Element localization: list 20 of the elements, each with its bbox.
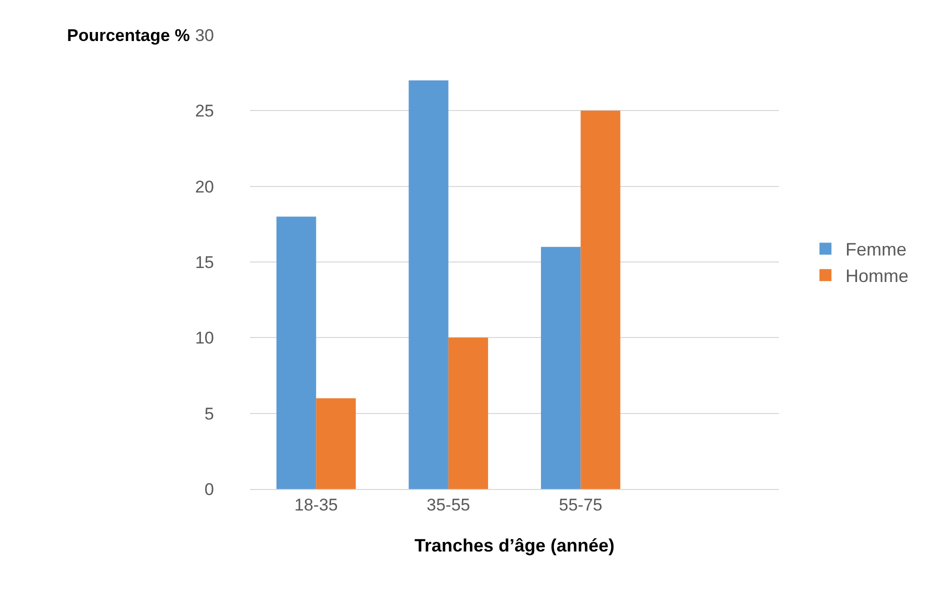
x-axis-title: Tranches d’âge (année)	[414, 536, 615, 556]
x-tick-label: 55-75	[558, 495, 602, 514]
y-tick-label: 25	[195, 102, 214, 121]
y-tick-label: 20	[195, 177, 214, 196]
legend-label: Homme	[845, 266, 908, 286]
bar	[316, 398, 356, 489]
x-tick-label: 35-55	[426, 495, 470, 514]
bar	[540, 246, 581, 489]
bar	[580, 110, 620, 489]
y-axis-title: Pourcentage %	[67, 26, 190, 45]
bar	[408, 80, 448, 489]
y-tick-label: 5	[204, 404, 214, 424]
y-tick-label: 30	[195, 26, 214, 45]
bar	[448, 338, 488, 489]
bar	[276, 216, 316, 489]
x-tick-label: 18-35	[294, 495, 338, 514]
legend-label: Femme	[845, 240, 906, 260]
y-tick-label: 15	[195, 252, 214, 272]
y-tick-label: 0	[204, 480, 214, 499]
y-tick-label: 10	[195, 328, 214, 348]
